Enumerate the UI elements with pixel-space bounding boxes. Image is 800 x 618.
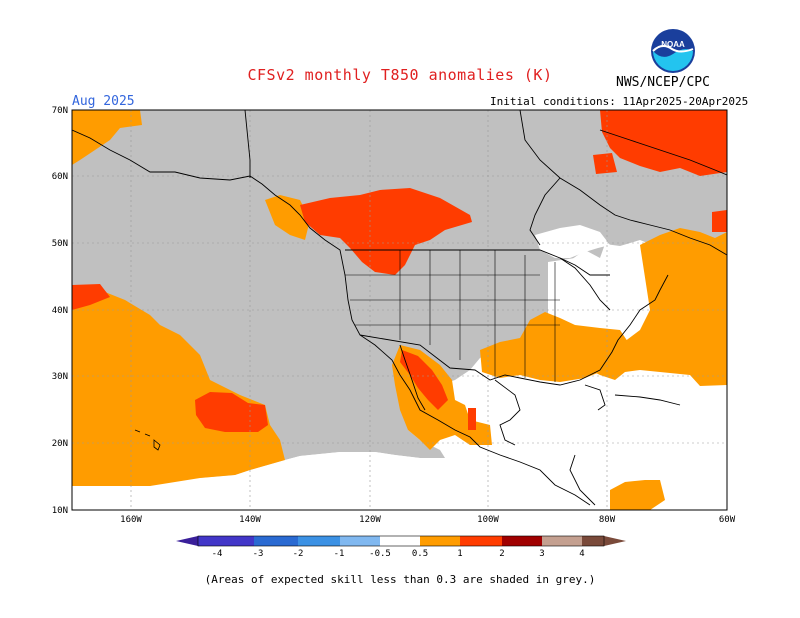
lon-label-140w: 140W	[239, 515, 261, 525]
hawaii	[134, 429, 161, 451]
colorbar-tick-m1: -1	[334, 549, 345, 559]
lon-label-60w: 60W	[719, 515, 736, 525]
strong-anomaly-labrador	[712, 210, 727, 232]
agency-label: NWS/NCEP/CPC	[616, 75, 710, 90]
strong-anomaly-hudson	[593, 153, 617, 174]
initial-conditions: Initial conditions: 11Apr2025-20Apr2025	[490, 95, 749, 108]
colorbar-m3-m2	[254, 536, 298, 546]
map-title: CFSv2 monthly T850 anomalies (K)	[247, 66, 553, 84]
colorbar-m2-m1	[298, 536, 340, 546]
colorbar-tick-m3: -3	[253, 549, 264, 559]
colorbar-p3-4	[542, 536, 582, 546]
logo-text: NOAA	[661, 40, 685, 49]
lon-label-100w: 100W	[477, 515, 499, 525]
skill-footnote: (Areas of expected skill less than 0.3 a…	[204, 573, 596, 586]
colorbar-tick-p1: 1	[457, 549, 462, 559]
colorbar-tick-m05: -0.5	[369, 549, 391, 559]
colorbar-p05-1	[420, 536, 460, 546]
colorbar-tick-p4: 4	[579, 549, 584, 559]
noaa-logo: NOAA	[651, 29, 695, 73]
lat-label-20n: 20N	[52, 439, 68, 449]
logo-wave	[653, 49, 693, 71]
lon-label-80w: 80W	[599, 515, 616, 525]
colorbar-tick-m4: -4	[212, 549, 223, 559]
colorbar-tick-p3: 3	[539, 549, 544, 559]
no-anomaly-canada	[535, 225, 610, 258]
colorbar-m4-m3	[198, 536, 254, 546]
colorbar-tick-p2: 2	[499, 549, 504, 559]
low-skill-mask	[72, 110, 727, 486]
lon-label-160w: 160W	[120, 515, 142, 525]
colorbar-p2-3	[502, 536, 542, 546]
no-anomaly-pacific-south	[72, 452, 445, 510]
lat-label-50n: 50N	[52, 239, 68, 249]
strong-anomaly-mexico-small	[468, 408, 476, 430]
forecast-month: Aug 2025	[72, 94, 135, 109]
warm-anomaly-south-atlantic	[610, 480, 665, 510]
strong-anomaly-baja	[400, 350, 448, 410]
no-anomaly-caribbean	[460, 372, 727, 510]
lat-label-40n: 40N	[52, 306, 68, 316]
no-anomaly-northeast	[548, 258, 650, 335]
warm-anomaly-alaska-west	[72, 110, 142, 165]
strong-anomaly-north-pacific	[72, 284, 110, 310]
colorbar-m1-m05	[340, 536, 380, 546]
lat-label-10n: 10N	[52, 506, 68, 516]
colorbar-p1-2	[460, 536, 502, 546]
lon-label-120w: 120W	[359, 515, 381, 525]
coastlines	[72, 110, 727, 506]
colorbar-tick-p05: 0.5	[412, 549, 428, 559]
warm-anomaly-pacific-northwest	[265, 195, 310, 240]
map-frame	[71, 109, 728, 511]
lat-label-70n: 70N	[52, 106, 68, 116]
lat-label-60n: 60N	[52, 172, 68, 182]
strong-anomaly-northeast-canada	[600, 110, 727, 176]
colorbar-lt-m4	[176, 536, 198, 546]
colorbar: -4 -3 -2 -1 -0.5 0.5 1 2 3 4	[176, 535, 626, 559]
colorbar-neutral	[380, 536, 420, 546]
warm-anomaly-pacific	[72, 290, 285, 486]
strong-anomaly-canada	[300, 188, 472, 275]
us-state-borders	[345, 250, 560, 382]
colorbar-outline	[197, 535, 605, 547]
colorbar-tick-m2: -2	[293, 549, 304, 559]
lat-label-30n: 30N	[52, 372, 68, 382]
logo-gull	[652, 45, 694, 53]
